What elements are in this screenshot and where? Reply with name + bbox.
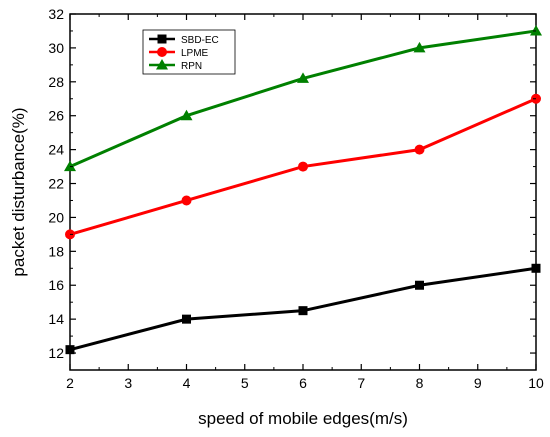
data-point — [298, 306, 308, 316]
y-axis-title: packet disturbance(%) — [9, 107, 28, 276]
legend-marker — [157, 34, 167, 44]
y-tick-label: 32 — [48, 6, 64, 22]
plot-frame — [69, 13, 537, 371]
legend-marker — [157, 47, 167, 57]
y-tick-label: 26 — [48, 108, 64, 124]
data-point — [415, 280, 424, 290]
x-tick-label: 9 — [474, 375, 482, 391]
x-tick-label: 5 — [241, 375, 249, 391]
legend-label: RPN — [181, 61, 202, 72]
x-tick-label: 10 — [528, 375, 544, 391]
y-tick-label: 16 — [48, 277, 64, 293]
data-point — [182, 314, 191, 324]
x-tick-label: 3 — [124, 375, 132, 391]
series-rpn — [64, 24, 542, 172]
data-point — [64, 160, 76, 172]
x-tick-label: 7 — [357, 375, 365, 391]
series-sbd-ec — [65, 263, 541, 355]
x-tick-label: 8 — [416, 375, 424, 391]
data-point — [180, 109, 193, 121]
legend-marker — [156, 59, 168, 70]
plot-area — [69, 13, 537, 371]
legend: SBD-EC LPME RPN — [142, 29, 236, 75]
x-axis-ticks: 2 3 4 5 6 7 8 9 10 — [66, 14, 544, 391]
series-layer — [64, 24, 542, 355]
data-point — [413, 41, 426, 53]
x-tick-label: 4 — [183, 375, 191, 391]
y-tick-label: 14 — [48, 311, 64, 327]
y-tick-label: 18 — [48, 243, 64, 259]
legend-label: SBD-EC — [181, 35, 219, 46]
y-tick-label: 12 — [48, 345, 64, 361]
y-tick-label: 30 — [48, 40, 64, 56]
y-tick-label: 24 — [48, 142, 64, 158]
series-lpme — [65, 93, 541, 240]
y-tick-label: 28 — [48, 74, 64, 90]
x-tick-label: 2 — [66, 375, 74, 391]
x-tick-label: 6 — [299, 375, 307, 391]
y-tick-label: 22 — [48, 176, 64, 192]
data-point — [298, 161, 308, 172]
x-axis-title: speed of mobile edges(m/s) — [198, 409, 408, 428]
series-line-rpn — [69, 29, 537, 168]
y-axis-ticks: 12 14 16 18 20 22 24 26 28 30 32 — [48, 6, 536, 371]
data-point — [414, 144, 425, 155]
data-point — [65, 345, 75, 355]
data-point — [297, 72, 309, 83]
y-tick-label: 20 — [48, 209, 64, 225]
data-point — [181, 195, 192, 206]
data-point — [530, 24, 542, 36]
legend-label: LPME — [181, 48, 209, 59]
